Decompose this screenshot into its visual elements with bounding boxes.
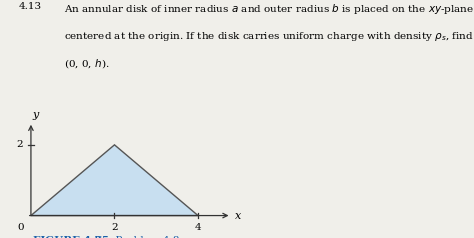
- Text: 4: 4: [195, 223, 201, 232]
- Text: 2: 2: [111, 223, 118, 232]
- Text: centered at the origin. If the disk carries uniform charge with density $\rho_s$: centered at the origin. If the disk carr…: [64, 30, 474, 43]
- Text: 0: 0: [17, 223, 24, 232]
- Text: An annular disk of inner radius $a$ and outer radius $b$ is placed on the $xy$-p: An annular disk of inner radius $a$ and …: [64, 2, 474, 16]
- Text: 4.13: 4.13: [19, 2, 42, 11]
- Polygon shape: [31, 145, 198, 216]
- Text: For Problem 4.8.: For Problem 4.8.: [88, 236, 182, 238]
- Text: (0, 0, $h$).: (0, 0, $h$).: [64, 57, 109, 70]
- Text: FIGURE 4.25: FIGURE 4.25: [33, 236, 109, 238]
- Text: y: y: [33, 110, 39, 120]
- Text: 2: 2: [16, 140, 23, 149]
- Text: x: x: [235, 211, 241, 221]
